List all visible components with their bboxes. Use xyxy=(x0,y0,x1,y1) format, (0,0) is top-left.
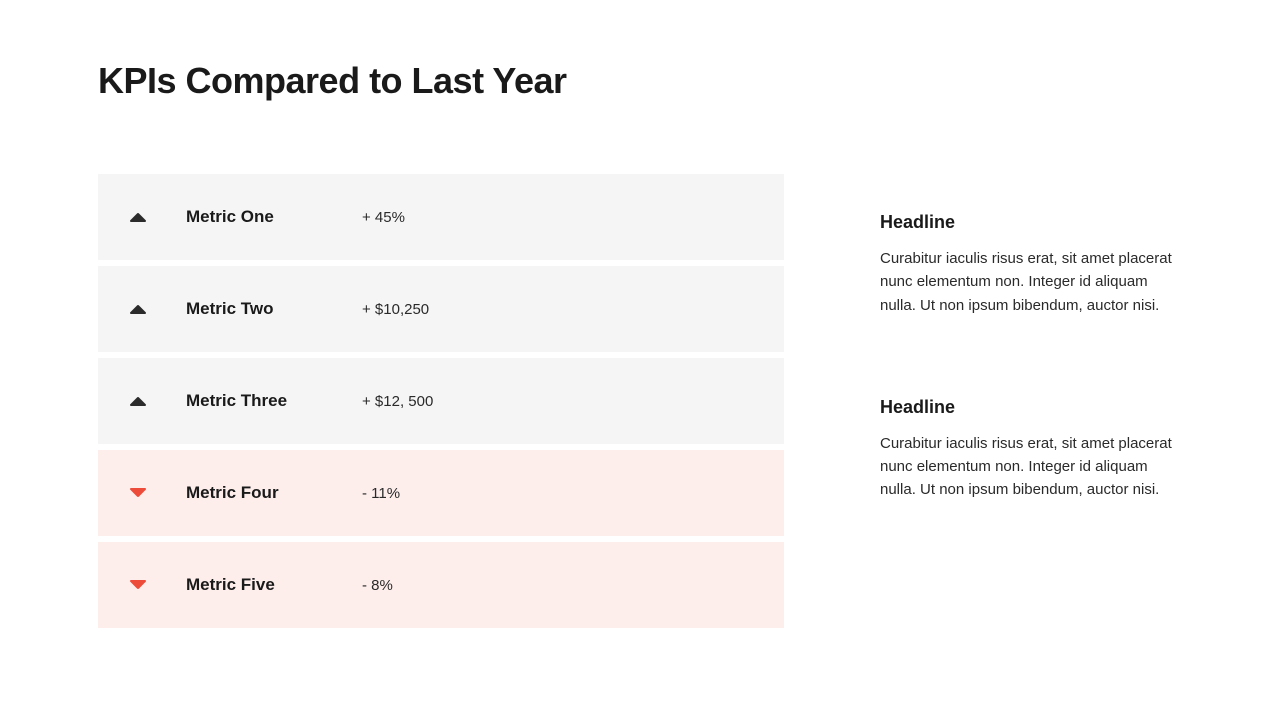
arrow-up-icon xyxy=(128,303,186,315)
sidebar-headline: Headline xyxy=(880,212,1180,233)
sidebar-body: Curabitur iaculis risus erat, sit amet p… xyxy=(880,432,1180,502)
metric-row: Metric Four- 11% xyxy=(98,450,784,536)
metric-value: - 8% xyxy=(362,577,393,594)
arrow-up-icon xyxy=(128,211,186,223)
sidebar-block: Headline Curabitur iaculis risus erat, si… xyxy=(880,397,1180,502)
sidebar: Headline Curabitur iaculis risus erat, si… xyxy=(880,174,1182,628)
metric-row: Metric Three+ $12, 500 xyxy=(98,358,784,444)
sidebar-body: Curabitur iaculis risus erat, sit amet p… xyxy=(880,247,1180,317)
metric-value: + 45% xyxy=(362,209,405,226)
metric-value: - 11% xyxy=(362,485,400,502)
metric-value: + $10,250 xyxy=(362,301,429,318)
metric-row: Metric Five- 8% xyxy=(98,542,784,628)
sidebar-headline: Headline xyxy=(880,397,1180,418)
metric-label: Metric Two xyxy=(186,299,362,319)
metrics-list: Metric One+ 45%Metric Two+ $10,250Metric… xyxy=(98,174,784,628)
metric-label: Metric Three xyxy=(186,391,362,411)
arrow-down-icon xyxy=(128,579,186,591)
metric-label: Metric Four xyxy=(186,483,362,503)
sidebar-block: Headline Curabitur iaculis risus erat, si… xyxy=(880,212,1180,317)
page-title: KPIs Compared to Last Year xyxy=(98,60,1182,102)
arrow-down-icon xyxy=(128,487,186,499)
arrow-up-icon xyxy=(128,395,186,407)
metric-row: Metric One+ 45% xyxy=(98,174,784,260)
content-area: Metric One+ 45%Metric Two+ $10,250Metric… xyxy=(98,174,1182,628)
metric-label: Metric One xyxy=(186,207,362,227)
metric-value: + $12, 500 xyxy=(362,393,433,410)
metric-label: Metric Five xyxy=(186,575,362,595)
metric-row: Metric Two+ $10,250 xyxy=(98,266,784,352)
